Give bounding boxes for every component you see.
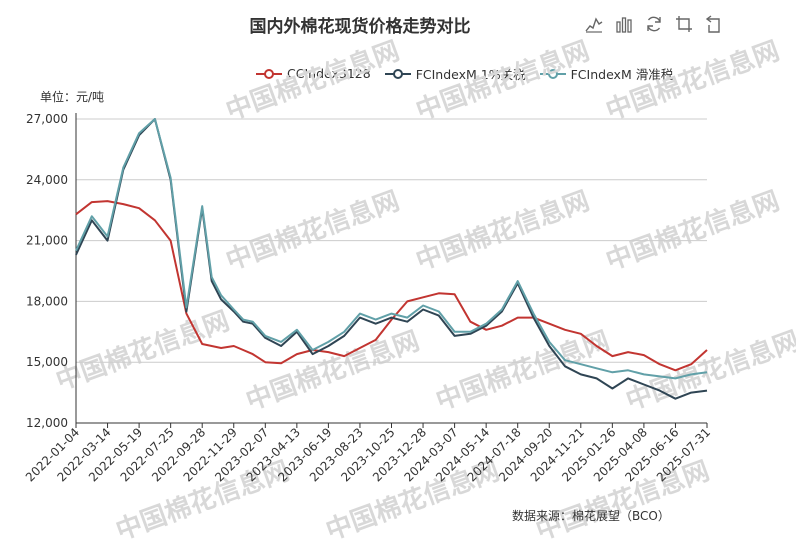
watermark-text: 中国棉花信息网 [222,185,404,276]
restore-icon[interactable] [704,14,724,34]
y-tick-label: 21,000 [26,234,68,248]
watermark-text: 中国棉花信息网 [602,35,784,126]
bar-chart-icon[interactable] [614,14,634,34]
y-tick-label: 18,000 [26,294,68,308]
line-chart-icon[interactable] [584,14,604,34]
legend-item-ccindex[interactable]: CCIndex3128 [256,64,371,83]
legend-label: FCIndexM 滑准税 [570,67,674,82]
data-source-label: 数据来源：棉花展望（BCO） [512,509,670,523]
legend-item-fcindex-sliding[interactable]: FCIndexM 滑准税 [539,64,674,83]
watermark-text: 中国棉花信息网 [412,35,594,126]
series-line-3 [75,118,708,380]
y-tick-label: 27,000 [26,112,68,126]
legend-item-fcindex-1pct[interactable]: FCIndexM 1%关税 [384,64,526,83]
watermark-text: 中国棉花信息网 [602,185,784,276]
legend-label: CCIndex3128 [287,66,371,81]
y-tick-label: 12,000 [26,416,68,430]
data-zoom-icon[interactable] [674,14,694,34]
series-line-1 [75,200,708,372]
legend-label: FCIndexM 1%关税 [415,67,526,82]
watermark-text: 中国棉花信息网 [412,185,594,276]
y-tick-label: 15,000 [26,355,68,369]
chart-toolbox [584,14,724,34]
watermark-text: 中国棉花信息网 [52,305,234,396]
y-tick-label: 24,000 [26,173,68,187]
refresh-icon[interactable] [644,14,664,34]
chart-title: 国内外棉花现货价格走势对比 [249,17,471,37]
watermark-text: 中国棉花信息网 [622,325,796,416]
watermark-text: 中国棉花信息网 [222,35,404,126]
watermark-text: 中国棉花信息网 [532,455,714,546]
series-line-2 [75,118,708,400]
chart-legend: CCIndex3128 FCIndexM 1%关税 FCIndexM 滑准税 [256,64,673,83]
y-axis-unit-label: 单位：元/吨 [40,90,105,104]
